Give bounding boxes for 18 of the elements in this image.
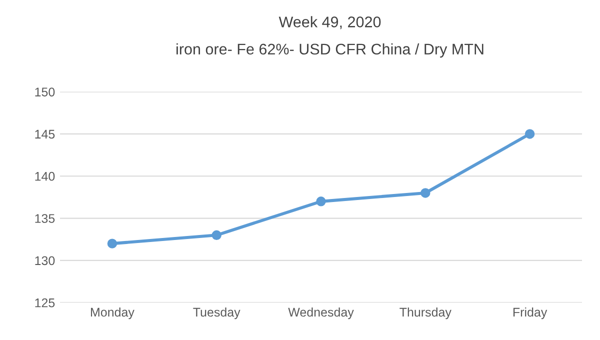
y-tick-label: 140 [35,172,55,181]
point [212,230,222,240]
x-tick-label: Friday [513,307,548,320]
point [316,196,326,206]
chart-subtitle: iron ore- Fe 62%- USD CFR China / Dry MTN [176,43,484,58]
x-tick-label: Thursday [400,307,452,320]
y-tick-label: 150 [35,88,55,96]
point [107,238,118,248]
y-tick-label: 135 [35,214,55,223]
y-tick-label: 125 [35,298,55,308]
point [420,188,430,198]
y-tick-label: 145 [35,130,55,139]
point [524,129,535,139]
x-tick-label: Monday [90,307,134,320]
x-tick-label: Tuesday [193,307,240,320]
x-tick-label: Wednesday [288,307,354,320]
y-tick-label: 130 [35,256,55,266]
chart-title: Week 49, 2020 [278,16,381,30]
